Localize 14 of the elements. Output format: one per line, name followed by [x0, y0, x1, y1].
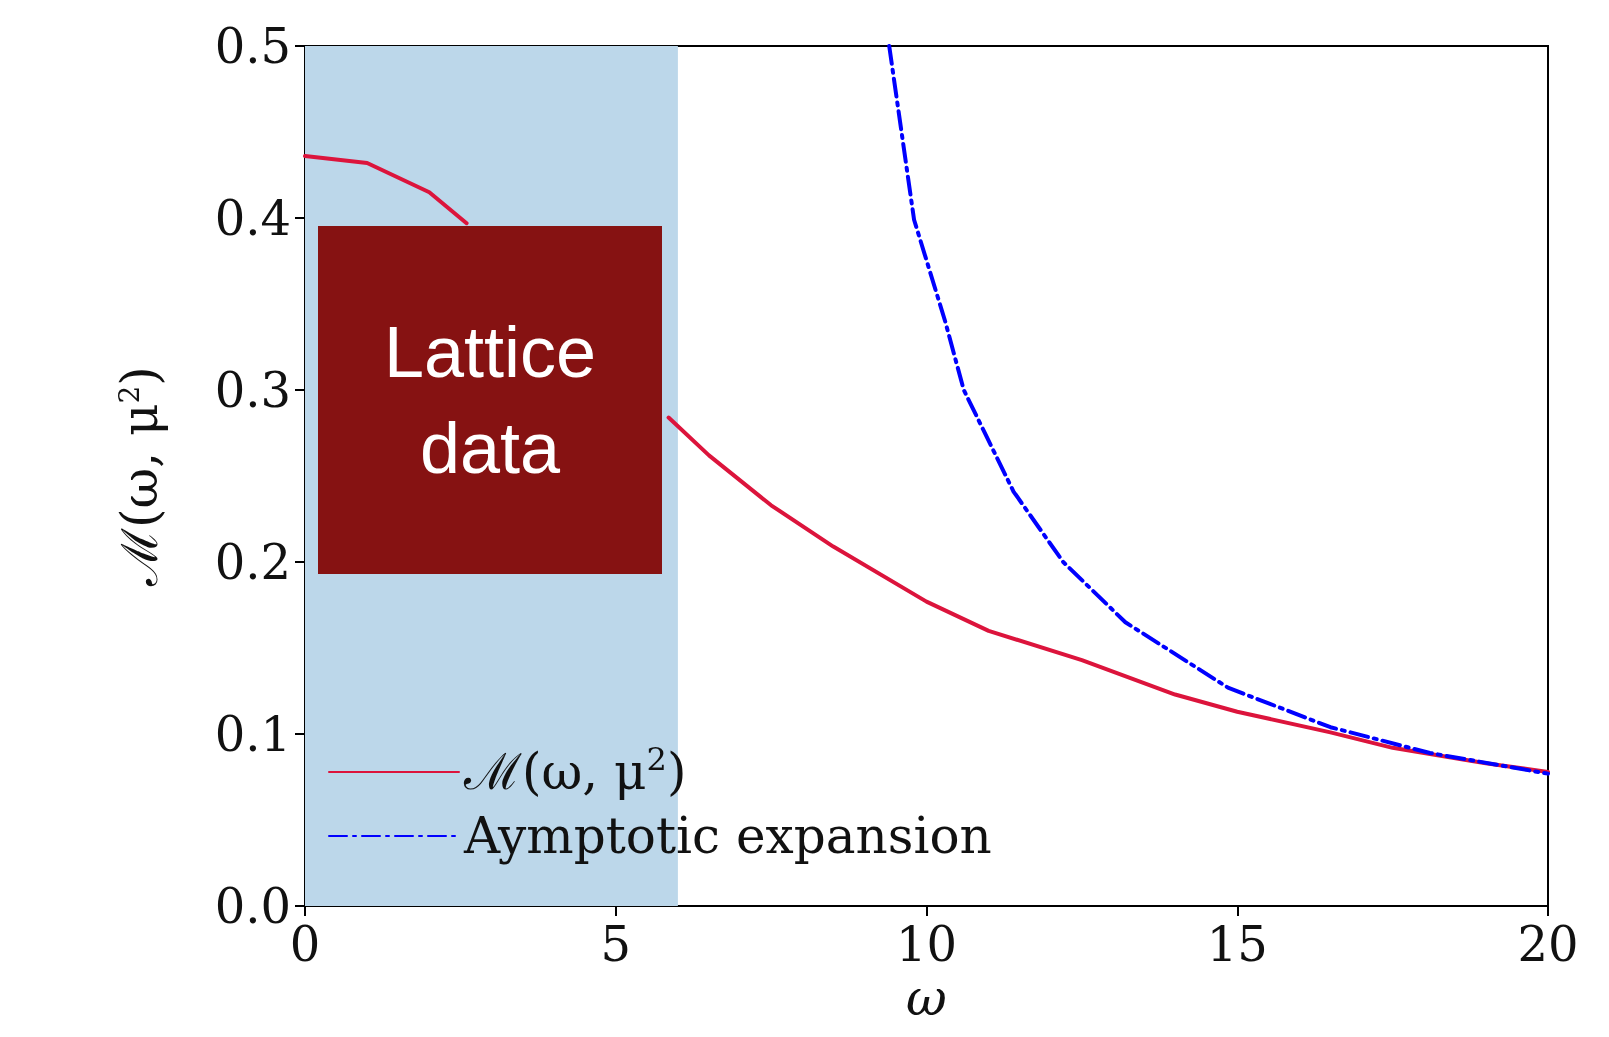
x-tick-label: 15 [1206, 916, 1268, 973]
y-axis-title: ℳ(ω, μ2) [111, 366, 169, 587]
x-tick-label: 20 [1517, 916, 1579, 973]
y-tick-label: 0.1 [214, 706, 291, 763]
x-tick-label: 5 [600, 916, 632, 973]
y-tick-label: 0.0 [214, 878, 291, 935]
y-tick-label: 0.3 [214, 362, 291, 419]
x-tick-label: 0 [289, 916, 321, 973]
annotation: Lattice data [383, 312, 597, 488]
legend-label: Aymptotic expansion [463, 807, 992, 865]
y-tick-label: 0.5 [214, 18, 291, 74]
y-tick-label: 0.2 [214, 534, 291, 591]
y-tick-label: 0.4 [214, 190, 291, 247]
line-series [887, 44, 1550, 776]
